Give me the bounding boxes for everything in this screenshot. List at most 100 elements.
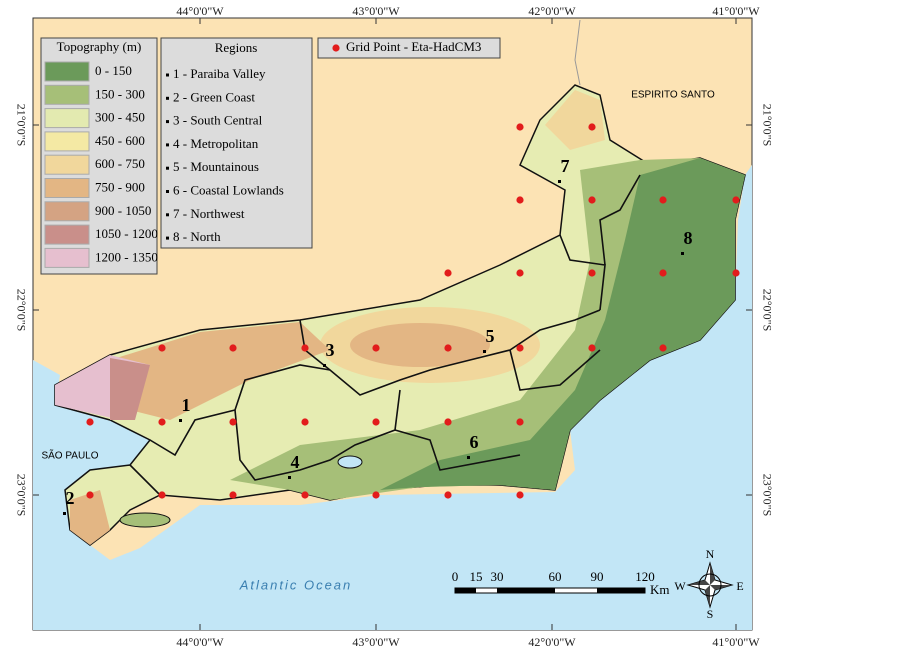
grid-point xyxy=(444,269,452,277)
legend-swatch xyxy=(44,61,90,82)
topography-fill xyxy=(55,90,745,545)
legend-swatch xyxy=(44,108,90,129)
compass-rose xyxy=(688,563,732,607)
legend-label: 4 - Metropolitan xyxy=(173,136,259,151)
islands xyxy=(119,455,363,528)
scale-label: 120 xyxy=(635,569,655,584)
legend-label: Grid Point - Eta-HadCM3 xyxy=(346,39,481,54)
region-marker xyxy=(288,476,291,479)
grid-point xyxy=(659,196,667,204)
grid-point xyxy=(516,344,524,352)
legend-label: 8 - North xyxy=(173,229,221,244)
legend-bullet xyxy=(166,236,169,240)
scale-segment xyxy=(597,588,645,593)
legend-bullet xyxy=(166,120,169,124)
grid-point xyxy=(372,344,380,352)
grid-point xyxy=(372,491,380,499)
region-marker xyxy=(467,456,470,459)
grid-point xyxy=(444,344,452,352)
region-marker xyxy=(179,419,182,422)
legend-swatch xyxy=(44,84,90,105)
scale-label: 90 xyxy=(591,569,604,584)
grid-point xyxy=(588,344,596,352)
compass-label: N xyxy=(706,547,715,561)
axis-label-bottom: 41°0'0"W xyxy=(712,635,760,649)
grid-points xyxy=(86,123,740,499)
grid-point xyxy=(86,418,94,426)
legend-label: 7 - Northwest xyxy=(173,206,245,221)
legend-swatch xyxy=(44,131,90,152)
legend-marker xyxy=(332,44,340,52)
region-marker xyxy=(681,252,684,255)
region-number: 1 xyxy=(182,395,191,415)
legend-bullet xyxy=(166,73,169,77)
legend-label: 6 - Coastal Lowlands xyxy=(173,182,284,197)
region-number: 8 xyxy=(684,228,693,248)
axis-label-left: 21°0'0"S xyxy=(14,104,28,147)
legend-box xyxy=(317,37,501,59)
grid-point xyxy=(301,418,309,426)
legend-label: 900 - 1050 xyxy=(95,203,151,218)
legend-label: 3 - South Central xyxy=(173,113,263,128)
ocean-label: Atlantic Ocean xyxy=(239,577,353,592)
grid-point xyxy=(86,491,94,499)
legend-swatch xyxy=(44,201,90,222)
grid-point xyxy=(516,196,524,204)
scale-label: 30 xyxy=(491,569,504,584)
legend-label: 1200 - 1350 xyxy=(95,249,158,264)
legend-swatch xyxy=(44,178,90,198)
compass-label: S xyxy=(707,607,714,621)
axis-label-bottom: 43°0'0"W xyxy=(352,635,400,649)
legend-swatch xyxy=(44,154,90,175)
legend-label: 1 - Paraiba Valley xyxy=(173,66,266,81)
grid-point xyxy=(301,344,309,352)
grid-point xyxy=(158,344,166,352)
grid-point xyxy=(659,344,667,352)
region-number: 2 xyxy=(66,488,75,508)
grid-point xyxy=(732,269,740,277)
region-number: 5 xyxy=(486,326,495,346)
region-marker xyxy=(558,180,561,183)
grid-point xyxy=(158,491,166,499)
legend-label: 1050 - 1200 xyxy=(95,226,158,241)
legend-bullet xyxy=(166,96,169,100)
legend-label: 0 - 150 xyxy=(95,63,132,78)
place-label: SÃO PAULO xyxy=(41,449,98,462)
state-border xyxy=(574,19,581,86)
grid-point xyxy=(229,491,237,499)
grid-point xyxy=(229,418,237,426)
axis-label-top: 41°0'0"W xyxy=(712,4,760,18)
grid-point xyxy=(588,269,596,277)
axis-label-right: 23°0'0"S xyxy=(760,474,774,517)
region-marker xyxy=(323,364,326,367)
scale-label: 60 xyxy=(549,569,562,584)
place-label: ESPIRITO SANTO xyxy=(631,90,715,101)
grid-point xyxy=(732,196,740,204)
grid-point xyxy=(588,123,596,131)
region-marker xyxy=(63,512,66,515)
grid-point xyxy=(659,269,667,277)
axis-label-left: 23°0'0"S xyxy=(14,474,28,517)
ocean xyxy=(33,165,752,630)
axis-label-right: 21°0'0"S xyxy=(760,104,774,147)
grid-point xyxy=(516,123,524,131)
legend-bullet xyxy=(166,190,169,193)
grid-point xyxy=(588,196,596,204)
region-number: 4 xyxy=(291,452,300,472)
scale-unit: Km xyxy=(650,582,670,597)
grid-point xyxy=(301,491,309,499)
scale-label: 15 xyxy=(470,569,483,584)
grid-point xyxy=(444,491,452,499)
grid-point xyxy=(516,418,524,426)
compass-label: E xyxy=(736,579,743,593)
legend-label: 2 - Green Coast xyxy=(173,89,255,104)
region-number: 7 xyxy=(561,156,570,176)
region-number: 6 xyxy=(470,432,479,452)
grid-point xyxy=(444,418,452,426)
compass-ring xyxy=(698,573,722,597)
legend-bullet xyxy=(166,143,169,147)
grid-point xyxy=(516,269,524,277)
grid-point xyxy=(229,344,237,352)
axis-label-left: 22°0'0"S xyxy=(14,289,28,332)
